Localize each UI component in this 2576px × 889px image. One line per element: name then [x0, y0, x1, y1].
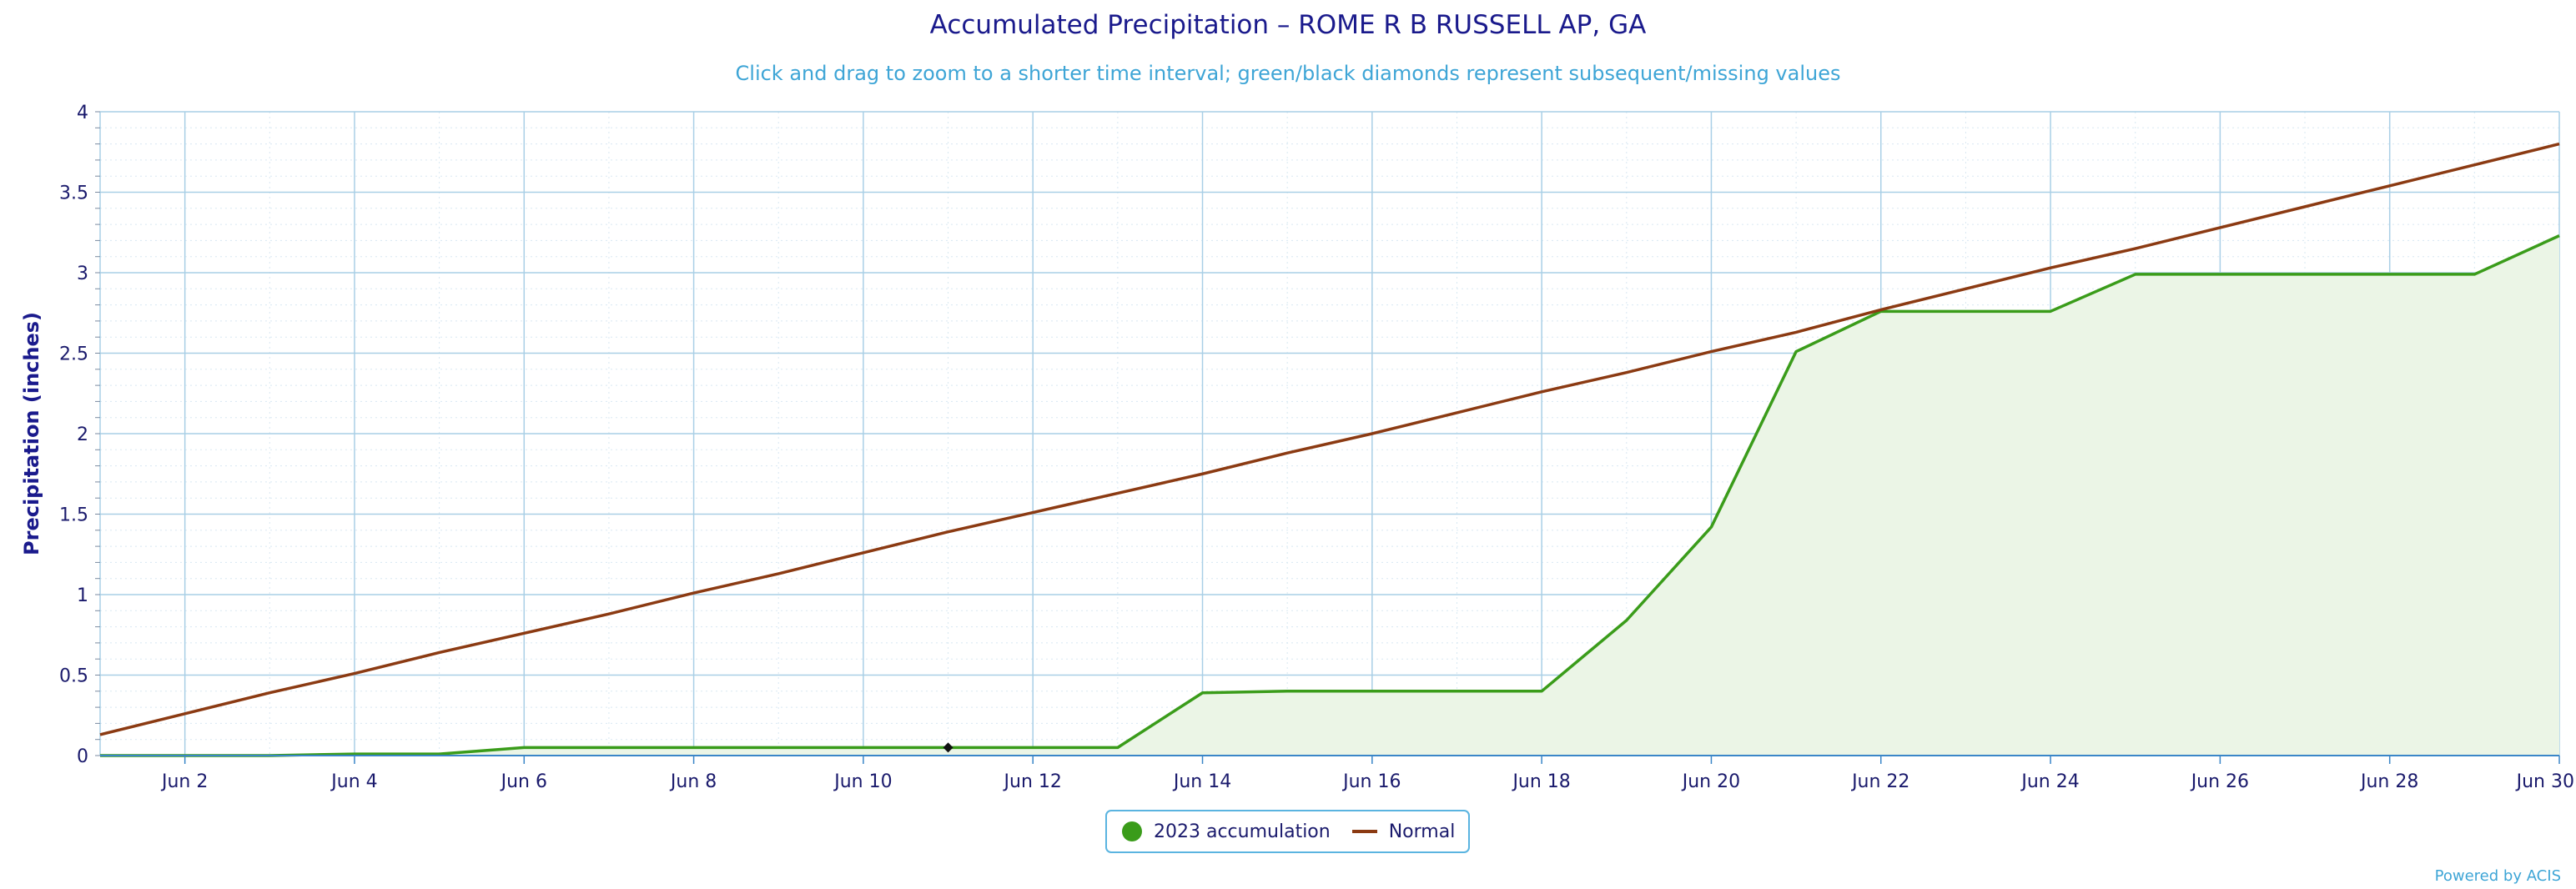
credits-link[interactable]: Powered by ACIS [2434, 867, 2561, 885]
x-tick-label: Jun 30 [2515, 771, 2574, 792]
x-tick-label: Jun 6 [500, 771, 547, 792]
x-tick-label: Jun 22 [1850, 771, 1909, 792]
x-tick-label: Jun 28 [2359, 771, 2418, 792]
accumulation-area-fill [100, 235, 2559, 756]
x-tick-label: Jun 20 [1681, 771, 1740, 792]
x-tick-label: Jun 18 [1511, 771, 1570, 792]
chart-title: Accumulated Precipitation – ROME R B RUS… [929, 10, 1647, 40]
legend-accumulation-swatch [1122, 821, 1142, 841]
y-tick-label: 3 [77, 264, 88, 284]
y-tick-label: 3.5 [59, 183, 88, 204]
x-tick-label: Jun 2 [160, 771, 208, 792]
y-axis-title: Precipitation (inches) [20, 312, 43, 555]
y-tick-label: 1 [77, 585, 88, 606]
y-tick-label: 0.5 [59, 666, 88, 687]
x-tick-label: Jun 16 [1341, 771, 1401, 792]
x-tick-label: Jun 14 [1172, 771, 1231, 792]
x-tick-label: Jun 12 [1003, 771, 1062, 792]
legend-item-accumulation[interactable]: 2023 accumulation [1122, 821, 1331, 842]
y-tick-label: 4 [77, 103, 88, 123]
y-tick-label: 0 [77, 746, 88, 767]
y-tick-label: 1.5 [59, 505, 88, 526]
missing-value-marker[interactable] [943, 742, 953, 753]
y-tick-label: 2.5 [59, 344, 88, 365]
x-tick-label: Jun 26 [2190, 771, 2249, 792]
legend: 2023 accumulation Normal [1105, 810, 1470, 853]
y-tick-label: 2 [77, 424, 88, 445]
legend-accumulation-label: 2023 accumulation [1154, 821, 1331, 842]
chart-subtitle: Click and drag to zoom to a shorter time… [735, 62, 1841, 85]
legend-normal-swatch [1351, 830, 1377, 833]
x-tick-label: Jun 4 [330, 771, 377, 792]
x-tick-label: Jun 24 [2020, 771, 2079, 792]
legend-normal-label: Normal [1388, 821, 1456, 842]
x-tick-label: Jun 10 [833, 771, 892, 792]
x-tick-label: Jun 8 [669, 771, 717, 792]
accumulation-series-line[interactable] [100, 234, 2560, 757]
legend-item-normal[interactable]: Normal [1351, 821, 1456, 842]
normal-series-line[interactable] [99, 142, 2560, 736]
